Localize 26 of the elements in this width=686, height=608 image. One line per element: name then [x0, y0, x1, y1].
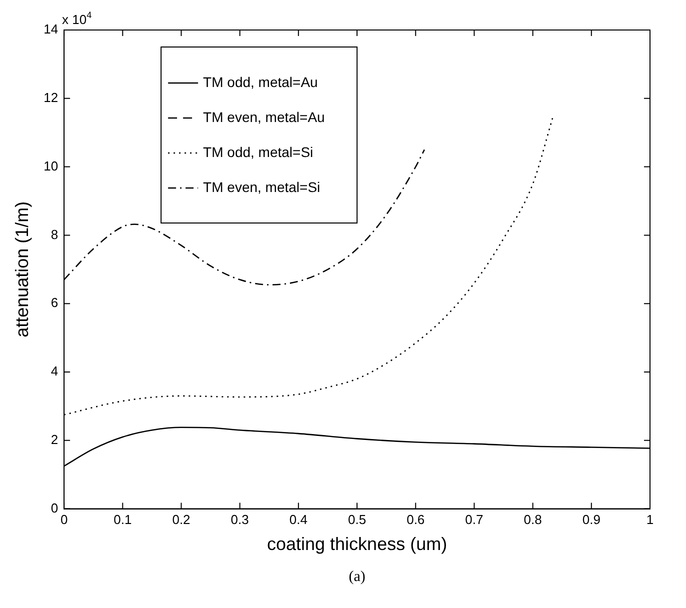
- y-tick-label: 8: [50, 226, 58, 242]
- y-tick-label: 2: [50, 432, 58, 447]
- x-tick-label: 0.7: [465, 512, 484, 528]
- x-axis-title: coating thickness (um): [266, 534, 448, 554]
- legend-label: TM even, metal=Si: [203, 178, 320, 195]
- legend-label: TM odd, metal=Si: [203, 144, 314, 160]
- y-tick-label: 14: [44, 22, 58, 37]
- x-tick-label: 0.9: [582, 512, 600, 528]
- y-tick-label: 0: [50, 500, 58, 516]
- x-tick-label: 0: [60, 512, 68, 528]
- legend-label: TM even, metal=Au: [203, 108, 325, 125]
- y-tick-label: 4: [50, 364, 58, 379]
- x-tick-label: 0.2: [172, 512, 190, 528]
- x-tick-label: 0.8: [524, 512, 542, 528]
- y-tick-label: 10: [44, 158, 58, 174]
- x-tick-label: 1: [646, 512, 654, 528]
- x-tick-label: 0.1: [114, 512, 132, 528]
- text: (a): [348, 569, 366, 585]
- y-tick-label: 6: [50, 295, 58, 310]
- x-tick-label: 0.3: [230, 512, 249, 528]
- y-axis-title: attenuation (1/m): [12, 201, 32, 338]
- legend-label: TM odd, metal=Au: [203, 74, 318, 90]
- x-tick-label: 0.6: [406, 512, 425, 528]
- x-tick-label: 0.4: [289, 512, 308, 528]
- x-tick-label: 0.5: [348, 512, 366, 528]
- y-tick-label: 12: [44, 90, 58, 105]
